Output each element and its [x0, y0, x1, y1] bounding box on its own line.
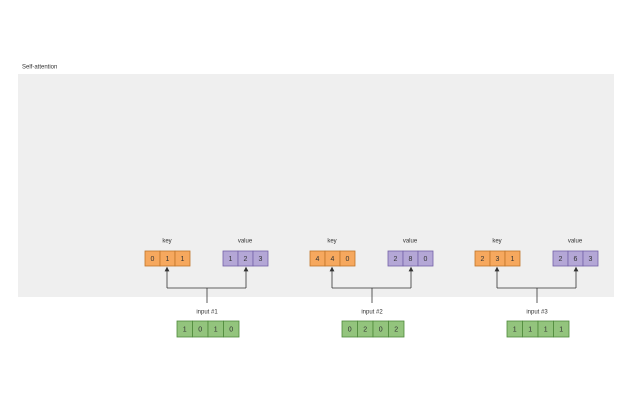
value-label: value: [238, 239, 253, 245]
input-cell: [223, 320, 240, 338]
key: 0 1 1: [144, 250, 191, 267]
input: 1 1 1 1: [506, 320, 570, 338]
key-text: 0: [346, 256, 350, 263]
input-text: 2: [394, 326, 398, 333]
input-text: 1: [559, 326, 563, 333]
key-label: key: [162, 239, 171, 245]
value-text: 2: [394, 256, 398, 263]
input-label: input #2: [361, 310, 383, 316]
key-text: 4: [316, 256, 320, 263]
value: 2 6 3: [552, 250, 599, 267]
input-text: 1: [544, 326, 548, 333]
value-text: 0: [424, 256, 428, 263]
input-label: input #1: [196, 310, 218, 316]
key-text: 1: [166, 256, 170, 263]
input-text: 1: [528, 326, 532, 333]
value-label: value: [568, 239, 583, 245]
value-cell: [417, 250, 434, 267]
value-cell: [582, 250, 599, 267]
key-cell: [504, 250, 521, 267]
connector: [497, 287, 576, 303]
input: 0 2 0 2: [341, 320, 405, 338]
value-text: 2: [559, 256, 563, 263]
value-text: 1: [229, 256, 233, 263]
input-text: 0: [348, 326, 352, 333]
input-text: 1: [214, 326, 218, 333]
value-label: value: [403, 239, 418, 245]
key-cell: [174, 250, 191, 267]
key-label: key: [492, 239, 501, 245]
value-cell: [252, 250, 269, 267]
value-text: 8: [409, 256, 413, 263]
value: 1 2 3: [222, 250, 269, 267]
input-label: input #3: [526, 310, 548, 316]
value-text: 3: [589, 256, 593, 263]
input-cell: [388, 320, 405, 338]
key: 2 3 1: [474, 250, 521, 267]
value-text: 6: [574, 256, 578, 263]
key-text: 3: [496, 256, 500, 263]
key-label: key: [327, 239, 336, 245]
connector: [332, 287, 411, 303]
connector: [167, 287, 246, 303]
key-cell: [339, 250, 356, 267]
value: 2 8 0: [387, 250, 434, 267]
key: 4 4 0: [309, 250, 356, 267]
key-text: 1: [181, 256, 185, 263]
input-text: 0: [379, 326, 383, 333]
key-text: 4: [331, 256, 335, 263]
value-text: 2: [244, 256, 248, 263]
input-text: 1: [183, 326, 187, 333]
input-cell: [553, 320, 570, 338]
input: 1 0 1 0: [176, 320, 240, 338]
key-text: 1: [511, 256, 515, 263]
input-text: 1: [513, 326, 517, 333]
key-text: 2: [481, 256, 485, 263]
value-text: 3: [259, 256, 263, 263]
title: Self-attention: [22, 65, 57, 71]
input-text: 0: [198, 326, 202, 333]
input-text: 0: [229, 326, 233, 333]
input-text: 2: [363, 326, 367, 333]
key-text: 0: [151, 256, 155, 263]
